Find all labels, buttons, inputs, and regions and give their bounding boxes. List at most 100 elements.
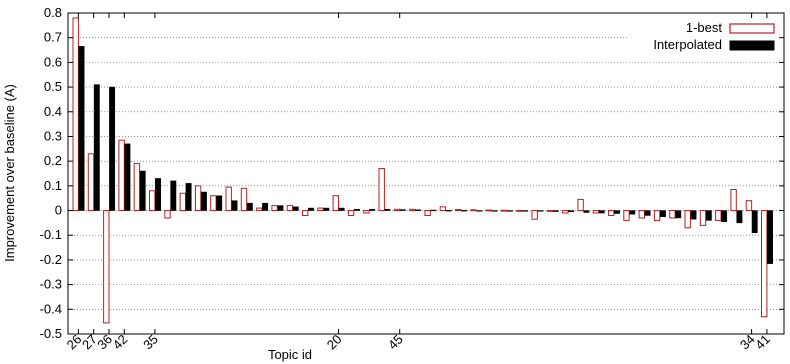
bar-interpolated <box>767 210 773 264</box>
bar-interpolated <box>292 206 299 211</box>
bar-interpolated <box>675 210 682 219</box>
bar-interpolated <box>262 202 269 211</box>
x-tick-label: 41 <box>752 332 773 353</box>
bar-1-best <box>317 207 324 212</box>
y-tick-label: 0.1 <box>44 178 62 193</box>
bar-1-best <box>286 205 294 212</box>
bar-interpolated <box>736 210 743 224</box>
bar-1-best <box>118 139 125 212</box>
bar-1-best <box>715 210 722 221</box>
bar-interpolated <box>139 170 146 211</box>
bar-interpolated <box>231 200 238 211</box>
bar-interpolated <box>369 209 376 211</box>
bar-interpolated <box>155 178 161 211</box>
bar-interpolated <box>537 210 544 212</box>
bar-interpolated <box>353 209 360 211</box>
bar-1-best <box>378 168 385 212</box>
bar-interpolated <box>568 210 575 213</box>
y-axis-ticks: 0.8 0.7 0.6 0.5 0.4 0.3 0.2 0.1 0 -0.1 -0.2 -0.3 -0.… <box>40 5 784 341</box>
bar-interpolated <box>659 210 666 217</box>
bar-interpolated <box>109 86 116 211</box>
bar-interpolated <box>323 207 330 211</box>
bar-1-best <box>669 210 676 219</box>
bar-interpolated <box>185 183 192 211</box>
y-tick-label: -0.1 <box>40 227 62 242</box>
y-tick-label: -0.4 <box>40 301 62 316</box>
bar-1-best <box>103 210 110 324</box>
bar-interpolated <box>216 195 223 211</box>
bar-1-best <box>302 210 309 216</box>
bar-1-best <box>516 210 523 212</box>
bar-1-best <box>149 190 156 212</box>
bar-1-best <box>699 210 707 226</box>
bar-1-best <box>592 210 600 214</box>
bar-1-best <box>546 210 554 212</box>
bar-interpolated <box>598 210 605 214</box>
x-tick-label: 42 <box>110 332 131 353</box>
bar-interpolated <box>751 210 758 234</box>
bar-interpolated <box>308 207 314 211</box>
bar-1-best <box>347 210 355 216</box>
bar-1-best <box>179 192 187 212</box>
bar-1-best <box>500 209 508 212</box>
y-tick-label: -0.2 <box>40 252 62 267</box>
bar-1-best <box>133 163 141 212</box>
bar-1-best <box>653 210 661 221</box>
y-tick-label: 0 <box>55 203 62 218</box>
y-tick-label: 0.7 <box>44 30 62 45</box>
x-tick-label: 45 <box>385 332 406 353</box>
y-axis-label: Improvement over baseline (A) <box>2 84 17 262</box>
bar-1-best <box>531 210 538 220</box>
y-tick-label: -0.3 <box>40 277 62 292</box>
bar-1-best <box>439 206 447 212</box>
bar-interpolated <box>384 209 391 211</box>
bar-1-best <box>393 208 401 212</box>
legend-label-1-best: 1-best <box>686 20 723 35</box>
bar-interpolated <box>614 210 620 214</box>
bar-interpolated <box>277 205 284 211</box>
bar-interpolated <box>629 210 636 215</box>
bar-1-best <box>485 209 493 212</box>
x-axis-label: Topic id <box>268 347 312 362</box>
y-tick-label: 0.6 <box>44 54 62 69</box>
bar-1-best <box>210 195 217 212</box>
bar-interpolated <box>690 210 697 220</box>
bar-interpolated <box>506 210 513 212</box>
legend-label-interpolated: Interpolated <box>653 37 722 52</box>
bar-1-best <box>87 153 95 212</box>
bar-1-best <box>256 207 263 212</box>
bar-interpolated <box>721 210 728 222</box>
bar-1-best <box>623 210 630 221</box>
bar-1-best <box>608 210 615 216</box>
bar-1-best <box>225 186 232 212</box>
grid-lines <box>68 12 784 335</box>
bar-interpolated <box>476 210 483 212</box>
bar-interpolated <box>399 209 406 211</box>
bar-interpolated <box>78 46 85 211</box>
legend-swatch-interpolated <box>729 40 775 51</box>
bar-1-best <box>684 210 691 229</box>
bar-1-best <box>562 210 569 214</box>
bar-1-best <box>240 187 248 212</box>
legend: 1-best Interpolated <box>628 18 778 56</box>
bar-1-best <box>363 210 370 214</box>
y-tick-label: 0.5 <box>44 79 62 94</box>
y-tick-label: 0.2 <box>44 153 62 168</box>
bar-interpolated <box>644 210 651 216</box>
bar-interpolated <box>170 180 177 211</box>
bar-interpolated <box>200 191 207 211</box>
bar-interpolated <box>522 210 529 212</box>
bars <box>72 17 773 324</box>
x-tick-label: 35 <box>140 332 161 353</box>
bar-1-best <box>730 189 737 212</box>
bar-1-best <box>745 200 753 212</box>
y-tick-label: -0.5 <box>40 326 62 341</box>
plot-area-frame <box>67 12 785 335</box>
bar-interpolated <box>246 202 253 211</box>
bar-1-best <box>577 198 584 212</box>
bar-interpolated <box>583 210 590 213</box>
bar-interpolated <box>338 207 345 211</box>
bar-interpolated <box>93 84 100 211</box>
